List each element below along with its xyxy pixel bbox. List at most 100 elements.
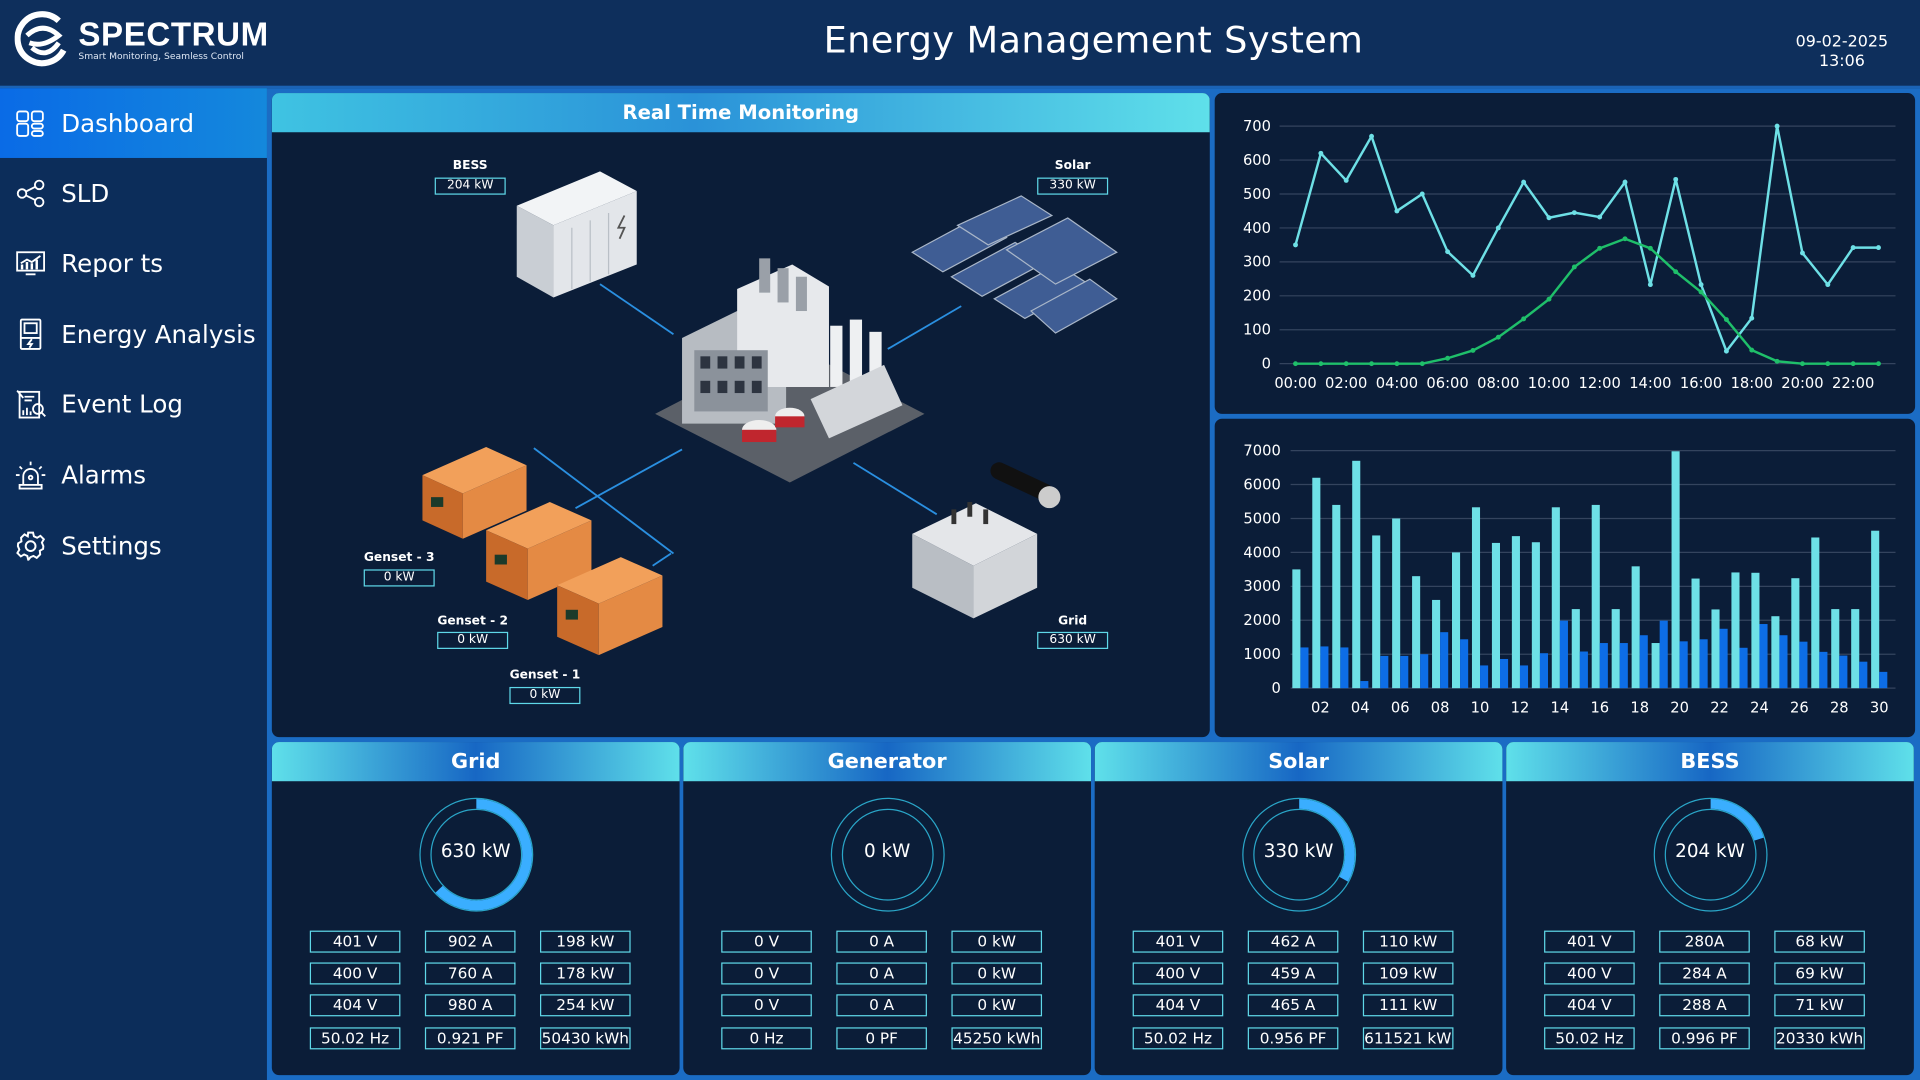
bar (1551, 507, 1560, 689)
y-tick-label: 1000 (1243, 646, 1280, 663)
data-point (1597, 214, 1603, 220)
solar-panels-icon[interactable] (911, 195, 1118, 334)
reading-value: 400 V (1544, 962, 1635, 985)
gauge-value: 204 kW (1675, 840, 1745, 863)
data-point (1825, 361, 1831, 367)
reading-value: 0 PF (836, 1027, 927, 1050)
bar (1631, 566, 1640, 689)
y-tick-label: 0 (1271, 680, 1280, 697)
data-point (1647, 245, 1653, 251)
gauge-outer-ring (1241, 797, 1356, 912)
panel-grid: Grid 630 kW 401 V 902 A 198 kW 400 V 760 A 178 … (271, 742, 680, 1076)
reading-value: 462 A (1247, 930, 1339, 953)
bar (1851, 609, 1860, 689)
reading-value: 401 V (1132, 930, 1224, 953)
bar (1460, 639, 1469, 689)
node-label: Grid (1058, 614, 1088, 629)
x-tick-label: 02 (1311, 700, 1330, 717)
sidebar-item-event-log[interactable]: Event Log (0, 369, 267, 439)
bar (1332, 504, 1341, 689)
y-tick-label: 300 (1243, 254, 1271, 271)
power-gauge: 204 kW (1651, 796, 1769, 914)
x-tick-label: 08 (1431, 700, 1450, 717)
node-value: 330 kW (1037, 177, 1109, 195)
bar (1400, 655, 1409, 689)
y-tick-label: 0 (1262, 356, 1271, 373)
data-point (1445, 249, 1451, 255)
bar (1579, 651, 1588, 689)
y-tick-label: 600 (1243, 152, 1271, 169)
bar (1300, 647, 1309, 689)
node-label: Genset - 2 (437, 614, 508, 629)
reading-value: 0.996 PF (1659, 1027, 1750, 1050)
sidebar-item-label: Energy Analysis (61, 318, 256, 349)
y-tick-label: 500 (1243, 186, 1271, 203)
node-label: Genset - 3 (363, 551, 435, 565)
bar (1412, 576, 1421, 689)
sidebar-item-settings[interactable]: Settings (0, 511, 267, 581)
hourly-power-line-chart: 0 100 200 300 400 500 600 700 00:00 02:00 04:00 06:… (1214, 93, 1916, 414)
data-point (1369, 133, 1375, 139)
gauge-fill-arc (420, 798, 532, 911)
data-point (1521, 316, 1527, 322)
current-time: 13:06 (1818, 52, 1865, 72)
monitoring-diagram (422, 171, 1118, 656)
data-point (1622, 179, 1628, 185)
logo[interactable]: SPECTRUM Smart Monitoring, Seamless Cont… (14, 11, 269, 70)
reading-value: 0.921 PF (424, 1027, 516, 1050)
sidebar-item-sld[interactable]: SLD (0, 158, 267, 228)
bar (1811, 537, 1820, 689)
x-tick-label: 10 (1471, 700, 1490, 717)
data-point (1445, 355, 1451, 361)
reading-value: 0 A (836, 930, 927, 953)
y-tick-label: 3000 (1243, 578, 1280, 595)
panel-generator: Generator 0 kW 0 V 0 A 0 kW 0 V 0 A 0 kW 0 V 0 A 0… (683, 742, 1092, 1076)
data-point (1749, 347, 1755, 353)
reports-chart-icon (16, 250, 46, 275)
genset-icon[interactable] (422, 446, 663, 656)
sidebar-item-label: Dashboard (61, 108, 195, 138)
transformer-icon[interactable] (912, 459, 1061, 619)
sidebar-item-reports[interactable]: Repor ts (0, 228, 267, 298)
panel-title: BESS (1506, 742, 1914, 782)
gauge-value: 630 kW (440, 840, 511, 863)
x-tick-label: 16 (1590, 700, 1609, 717)
reading-value: 465 A (1247, 994, 1339, 1017)
x-tick-label: 14 (1551, 700, 1570, 717)
daily-energy-bar-chart: 0 1000 2000 3000 4000 5000 6000 7000 02 04 06 08 10 1… (1214, 418, 1916, 738)
data-point (1495, 225, 1501, 231)
brand-tagline: Smart Monitoring, Seamless Control (78, 50, 244, 62)
data-point (1723, 317, 1729, 323)
panel-title: Real Time Monitoring (271, 93, 1210, 133)
sidebar-item-label: Alarms (61, 459, 147, 490)
sidebar-item-energy-analysis[interactable]: Energy Analysis (0, 299, 267, 369)
factory-icon[interactable] (655, 258, 925, 483)
bar (1312, 477, 1321, 689)
bar (1500, 658, 1509, 689)
x-tick-label: 26 (1790, 700, 1809, 717)
data-point (1293, 242, 1298, 248)
reading-value: 760 A (424, 962, 516, 985)
x-tick-label: 12:00 (1579, 375, 1621, 392)
sidebar-item-dashboard[interactable]: Dashboard (0, 88, 267, 158)
bar (1591, 504, 1600, 689)
y-tick-label: 2000 (1243, 612, 1280, 629)
bar (1471, 507, 1481, 689)
data-point (1876, 245, 1881, 251)
page-title: Energy Management System (823, 19, 1364, 63)
reading-value: 50.02 Hz (1132, 1027, 1224, 1050)
bar (1731, 572, 1740, 689)
reading-value: 50430 kWh (540, 1027, 631, 1050)
bess-battery-icon[interactable] (516, 171, 637, 298)
bar (1599, 643, 1608, 689)
power-gauge: 0 kW (828, 796, 946, 914)
data-point (1825, 282, 1831, 288)
gauge-ring (1653, 797, 1767, 912)
x-tick-label: 30 (1870, 700, 1889, 717)
reading-value: 20330 kWh (1774, 1027, 1865, 1050)
data-point (1343, 177, 1349, 183)
bar (1360, 681, 1369, 689)
sidebar-item-alarms[interactable]: Alarms (0, 440, 267, 510)
bar (1372, 535, 1381, 689)
reading-value: 0 V (721, 930, 812, 953)
